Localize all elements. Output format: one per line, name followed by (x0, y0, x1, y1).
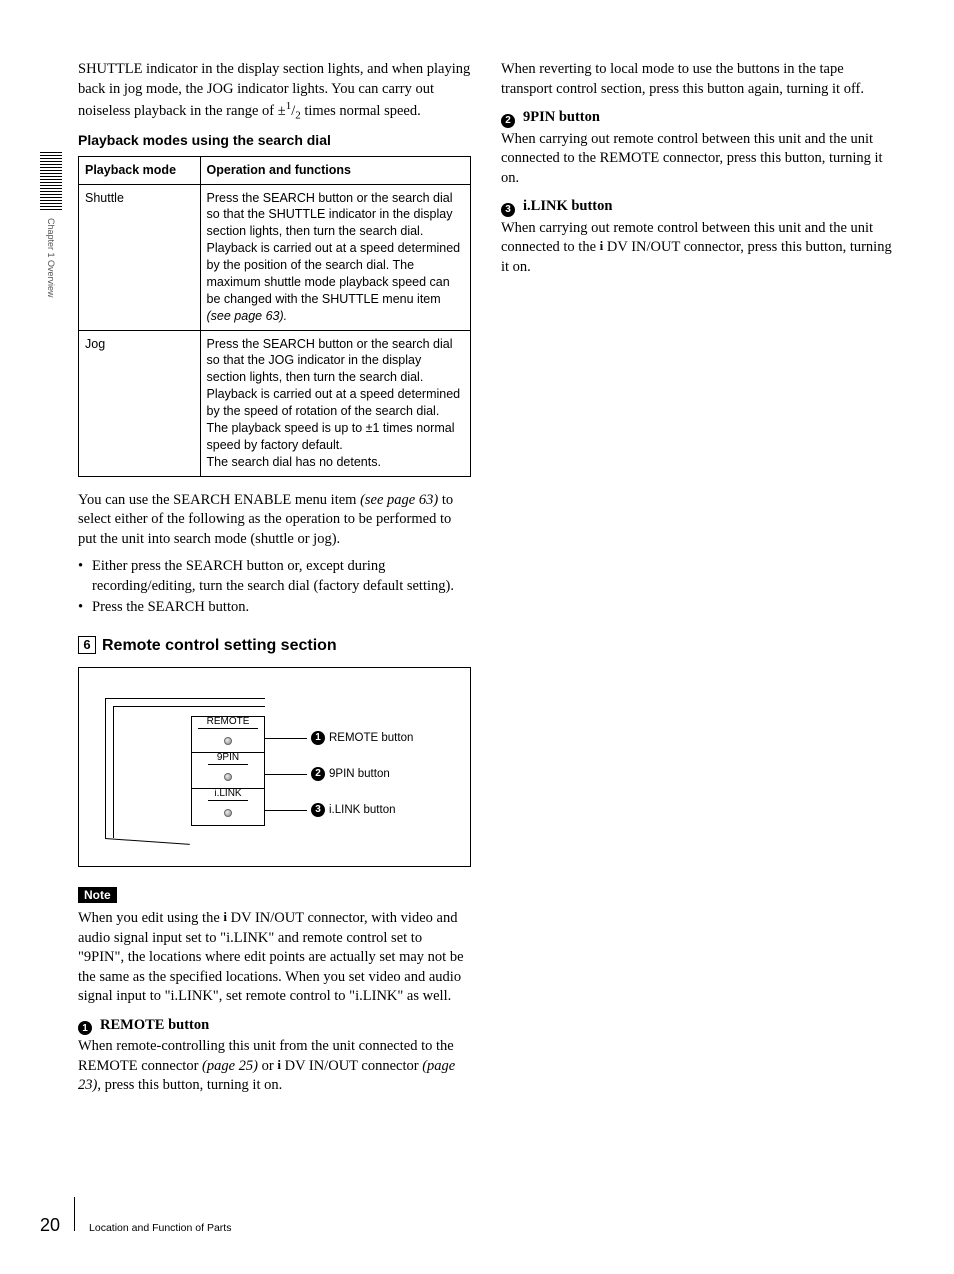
post-table-ref: (see page 63) (360, 492, 438, 508)
search-enable-list: Either press the SEARCH button or, excep… (78, 557, 471, 618)
ilink-button-diagram: i.LINK (192, 789, 264, 825)
ilink-icon: i (223, 908, 227, 926)
post-table-a: You can use the SEARCH ENABLE menu item (78, 492, 360, 508)
footer-separator (74, 1197, 75, 1231)
th-operation: Operation and functions (200, 156, 470, 184)
item1-c: or (258, 1058, 277, 1074)
callout-remote-text: REMOTE button (329, 732, 413, 744)
table-row: Shuttle Press the SEARCH button or the s… (79, 184, 471, 330)
fraction-numerator: 1 (286, 100, 292, 112)
ilink-label: i.LINK (208, 788, 248, 801)
remote-label: REMOTE (198, 716, 258, 729)
item3-title: i.LINK button (523, 198, 612, 214)
footer-section-title: Location and Function of Parts (89, 1222, 231, 1234)
item1-heading: 1REMOTE button (78, 1017, 471, 1036)
th-playback-mode: Playback mode (79, 156, 201, 184)
item3-paragraph: When carrying out remote control between… (501, 219, 894, 278)
shuttle-desc-b: Playback is carried out at a speed deter… (207, 241, 461, 306)
note-text-a: When you edit using the (78, 910, 223, 926)
list-item: Either press the SEARCH button or, excep… (78, 557, 471, 596)
hatch-decoration (40, 150, 62, 210)
callout-9pin: 29PIN button (311, 767, 390, 781)
item2-title: 9PIN button (523, 109, 600, 125)
chapter-label: Chapter 1 Overview (46, 218, 56, 298)
note-badge: Note (78, 887, 117, 903)
chapter-sidebar: Chapter 1 Overview (40, 150, 62, 298)
9pin-label: 9PIN (208, 752, 248, 765)
item1-title: REMOTE button (100, 1017, 209, 1033)
list-item: Press the SEARCH button. (78, 598, 471, 618)
lead-line (265, 738, 307, 739)
jog-desc-b: The search dial has no detents. (207, 455, 381, 469)
9pin-button-diagram: 9PIN (192, 753, 264, 789)
callout-ilink-text: i.LINK button (329, 804, 395, 816)
shuttle-desc-a: Press the SEARCH button or the search di… (207, 191, 453, 239)
section-heading-remote: 6 Remote control setting section (78, 636, 471, 655)
item3-heading: 3i.LINK button (501, 198, 894, 217)
lead-line (265, 774, 307, 775)
right-column: When reverting to local mode to use the … (501, 60, 894, 1234)
button-dot-icon (224, 737, 232, 745)
post-table-paragraph: You can use the SEARCH ENABLE menu item … (78, 491, 471, 550)
item1-paragraph: When remote-controlling this unit from t… (78, 1037, 471, 1096)
playback-modes-table: Playback mode Operation and functions Sh… (78, 156, 471, 477)
button-dot-icon (224, 809, 232, 817)
button-dot-icon (224, 773, 232, 781)
intro-text-2: times normal speed. (301, 103, 421, 119)
item1-f: , press this button, turning it on. (97, 1077, 282, 1093)
ilink-icon: i (277, 1056, 281, 1074)
remote-button-diagram: REMOTE (192, 717, 264, 753)
page-number: 20 (40, 1215, 60, 1236)
callout-ilink: 3i.LINK button (311, 803, 395, 817)
playback-table-heading: Playback modes using the search dial (78, 132, 471, 148)
item2-paragraph: When carrying out remote control between… (501, 130, 894, 189)
cell-jog-desc: Press the SEARCH button or the search di… (200, 330, 470, 476)
section-title: Remote control setting section (102, 637, 337, 654)
lead-line (265, 810, 307, 811)
section-number-box: 6 (78, 636, 96, 654)
cell-shuttle-desc: Press the SEARCH button or the search di… (200, 184, 470, 330)
shuttle-page-ref: (see page 63). (207, 309, 288, 323)
item1-ref1: (page 25) (202, 1058, 258, 1074)
right-p1: When reverting to local mode to use the … (501, 60, 894, 99)
callout-remote: 1REMOTE button (311, 731, 413, 745)
intro-paragraph: SHUTTLE indicator in the display section… (78, 60, 471, 124)
left-column: SHUTTLE indicator in the display section… (78, 60, 471, 1234)
ilink-icon: i (600, 237, 604, 255)
item1-d: DV IN/OUT connector (281, 1058, 422, 1074)
cell-mode-shuttle: Shuttle (79, 184, 201, 330)
page-footer: 20 Location and Function of Parts (40, 1211, 914, 1236)
button-group: REMOTE 9PIN i.LINK (191, 716, 265, 826)
table-row: Jog Press the SEARCH button or the searc… (79, 330, 471, 476)
note-paragraph: When you edit using the i DV IN/OUT conn… (78, 909, 471, 1007)
cell-mode-jog: Jog (79, 330, 201, 476)
table-header-row: Playback mode Operation and functions (79, 156, 471, 184)
callout-9pin-text: 9PIN button (329, 768, 390, 780)
remote-control-diagram: REMOTE 9PIN i.LINK 1REMOTE button (78, 667, 471, 867)
item2-heading: 29PIN button (501, 109, 894, 128)
jog-desc-a: Press the SEARCH button or the search di… (207, 337, 461, 452)
